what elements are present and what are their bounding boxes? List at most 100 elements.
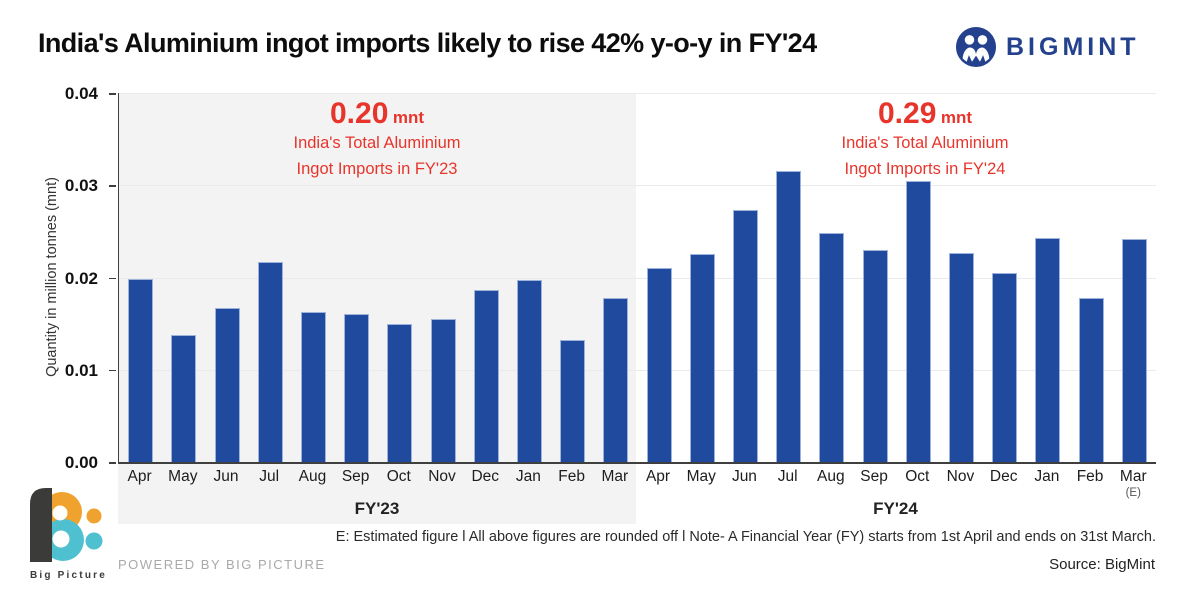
month-label: Mar (E): [1112, 468, 1155, 500]
y-tick-label: 0.02: [64, 268, 98, 288]
annotation-fy24: 0.29 mnt India's Total Aluminium Ingot I…: [666, 97, 1184, 182]
group-label-fy23: FY'23: [354, 499, 400, 518]
fy23-highlight-band: [118, 93, 636, 524]
bar-slot: [594, 93, 637, 462]
gridline: [119, 369, 1156, 371]
y-tick-mark: [109, 93, 116, 95]
bar-FY24-mar: [1121, 238, 1147, 462]
bar-FY23-mar: [603, 297, 629, 462]
annotation-fy23: 0.20 mnt India's Total Aluminium Ingot I…: [118, 97, 636, 182]
month-label: Jan: [515, 468, 541, 485]
month-label: Jan: [1034, 468, 1060, 485]
annotation-fy24-line1: India's Total Aluminium: [841, 134, 1009, 152]
bar-FY23-aug: [300, 311, 326, 462]
bigmint-wordmark: BIGMINT: [1006, 32, 1140, 61]
powered-by-text: POWERED BY BIG PICTURE: [118, 557, 326, 572]
footnote: E: Estimated figure l All above figures …: [335, 529, 1156, 545]
bar-slot: [1069, 93, 1112, 462]
bar-slot: [119, 93, 162, 462]
bar-FY24-may: [689, 254, 715, 462]
bar-FY24-aug: [819, 233, 845, 462]
bar-FY23-jul: [257, 261, 283, 462]
gridline: [119, 277, 1156, 279]
bigmint-logo: BIGMINT: [955, 26, 1140, 68]
bar-slot: [853, 93, 896, 462]
bar-FY24-jun: [732, 210, 758, 462]
bigmint-icon: [955, 26, 997, 68]
month-label: Jun: [731, 468, 757, 485]
bar-slot: [378, 93, 421, 462]
bars-row: [119, 93, 1156, 462]
y-tick-mark: [109, 277, 116, 279]
month-label: Nov: [946, 468, 975, 485]
annotation-fy23-value: 0.20: [329, 97, 389, 130]
y-tick-mark: [109, 185, 116, 187]
bar-FY23-jun: [214, 307, 240, 462]
annotation-fy23-line2: Ingot Imports in FY'23: [296, 159, 458, 178]
bar-FY24-feb: [1078, 297, 1104, 462]
bar-FY23-nov: [430, 319, 456, 462]
month-label: Feb: [1076, 468, 1104, 485]
bar-slot: [508, 93, 551, 462]
bar-FY23-may: [171, 334, 197, 462]
bar-FY24-sep: [862, 249, 888, 462]
bar-FY23-oct: [387, 323, 413, 462]
bar-slot: [767, 93, 810, 462]
y-tick-label: 0.00: [64, 453, 98, 472]
bar-slot: [940, 93, 983, 462]
annotation-fy23-unit: mnt: [392, 108, 424, 127]
big-picture-logo: Big Picture: [30, 488, 107, 581]
bar-slot: [724, 93, 767, 462]
bar-FY24-nov: [948, 252, 974, 462]
months-row: Apr May Jun Jul Aug Sep Oct Nov Dec Jan Feb Mar Apr M…: [118, 468, 1155, 500]
bar-slot: [1026, 93, 1069, 462]
gridline: [119, 185, 1156, 187]
month-label: Jun: [213, 468, 239, 485]
plot-area: [118, 93, 1156, 464]
bar-FY23-jan: [516, 280, 542, 462]
annotation-fy23-line1: India's Total Aluminium: [293, 134, 461, 152]
y-tick-mark: [109, 369, 116, 372]
month-label: Oct: [905, 468, 930, 485]
bar-slot: [897, 93, 940, 462]
bar-slot: [810, 93, 853, 462]
bar-slot: [681, 93, 724, 462]
month-label: Feb: [558, 468, 585, 485]
month-label: May: [168, 468, 198, 485]
month-label: Jul: [777, 468, 798, 485]
month-label: Oct: [386, 468, 411, 485]
group-label-fy24: FY'24: [873, 499, 918, 518]
y-tick-label: 0.03: [64, 176, 98, 196]
y-tick-mark: [109, 462, 116, 464]
estimated-marker: (E): [1125, 486, 1141, 499]
month-label: Nov: [428, 468, 456, 485]
bar-FY24-dec: [992, 272, 1018, 462]
bar-slot: [551, 93, 594, 462]
annotation-fy24-unit: mnt: [940, 108, 972, 127]
bar-slot: [162, 93, 205, 462]
bar-slot: [465, 93, 508, 462]
month-label: Sep: [341, 468, 370, 485]
month-label: Dec: [471, 468, 500, 485]
bar-FY23-feb: [560, 340, 586, 462]
bar-slot: [983, 93, 1026, 462]
bar-slot: [335, 93, 378, 462]
month-label: Jul: [259, 468, 280, 485]
month-label: Apr: [645, 468, 671, 485]
month-label: Dec: [989, 468, 1018, 485]
y-tick-label: 0.04: [64, 84, 98, 103]
bar-FY23-dec: [473, 290, 499, 462]
annotation-fy24-value: 0.29: [877, 97, 937, 130]
month-label: May: [686, 468, 716, 485]
annotation-fy24-line2: Ingot Imports in FY'24: [844, 159, 1006, 178]
big-picture-wordmark: Big Picture: [30, 570, 107, 581]
bar-slot: [205, 93, 248, 462]
bar-FY24-jan: [1035, 237, 1061, 462]
month-label: Aug: [817, 468, 845, 485]
month-label: Mar: [601, 468, 629, 485]
month-label: Sep: [860, 468, 888, 485]
bar-slot: [421, 93, 464, 462]
month-label: Aug: [298, 468, 327, 485]
source-credit: Source: BigMint: [1049, 556, 1155, 573]
